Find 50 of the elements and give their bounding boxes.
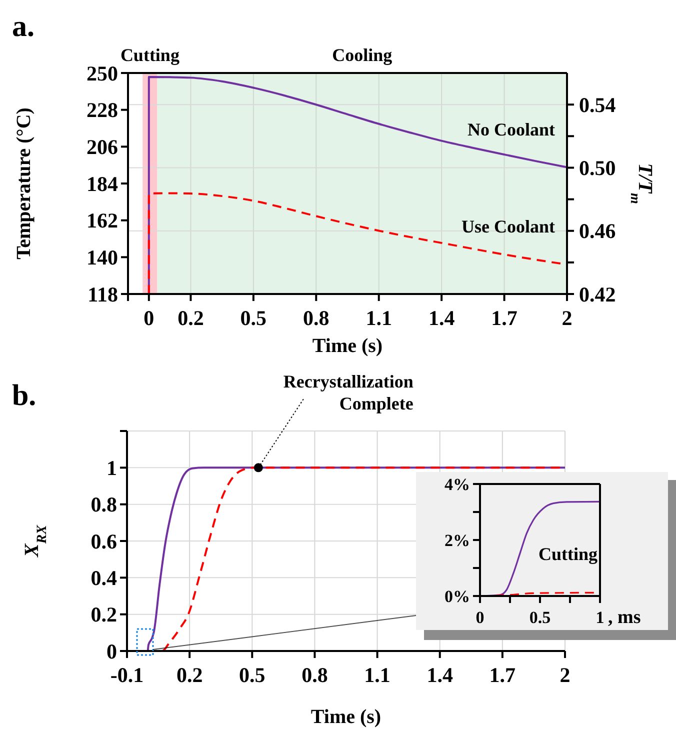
y-tick-label: 0% — [444, 586, 470, 606]
y-tick-label: 228 — [86, 98, 118, 122]
band-label: Cooling — [332, 45, 392, 65]
y-tick-label: 1 — [106, 456, 117, 480]
y-tick-label: 4% — [444, 474, 470, 494]
y-tick-label: 0.6 — [90, 529, 117, 554]
x-tick-label: 0.2 — [176, 663, 203, 687]
x-tick-label: 0.5 — [240, 306, 267, 330]
x-tick-label: 0.5 — [529, 608, 551, 627]
y2-tick-label: 0.46 — [579, 219, 616, 244]
series-label: Use Coolant — [462, 216, 556, 237]
x-tick-label: 1.7 — [489, 663, 516, 687]
chart-title: b. — [12, 379, 36, 412]
y-tick-label: 2% — [444, 530, 470, 550]
chart-title: a. — [12, 10, 34, 43]
y-tick-label: 118 — [88, 282, 118, 306]
y-tick-label: 206 — [86, 135, 118, 160]
x-tick-label: 1.7 — [491, 306, 518, 330]
band-label: Cutting — [120, 45, 180, 65]
series-label: No Coolant — [467, 119, 555, 140]
y2-tick-label: 0.50 — [579, 156, 616, 180]
x-axis-title: Time (s) — [310, 706, 382, 728]
x-tick-label: 0.8 — [303, 306, 330, 330]
y-tick-label: 0 — [106, 639, 117, 664]
annotation: Recrystallization Complete — [283, 372, 414, 414]
x-tick-label: 0 — [476, 608, 484, 627]
x-tick-label: -0.1 — [110, 663, 144, 687]
y-tick-label: 140 — [86, 246, 118, 270]
x-axis-title: , ms — [608, 607, 641, 628]
y-tick-label: 184 — [86, 172, 118, 196]
x-tick-label: 0.2 — [178, 306, 204, 330]
y2-tick-label: 0.54 — [579, 92, 616, 117]
x-tick-label: 0 — [144, 306, 154, 330]
x-tick-label: 2 — [562, 306, 572, 330]
annotation: Cutting — [538, 544, 598, 564]
y2-tick-label: 0.42 — [579, 282, 616, 306]
x-tick-label: 2 — [560, 663, 570, 687]
x-tick-label: 0.5 — [239, 663, 266, 687]
y-axis-title: Temperature (°C) — [13, 108, 35, 260]
x-tick-label: 0.8 — [302, 663, 328, 687]
x-tick-label: 1 — [596, 608, 604, 627]
y-tick-label: 250 — [86, 61, 118, 86]
x-tick-label: 1.1 — [364, 663, 390, 687]
x-tick-label: 1.4 — [428, 306, 456, 330]
y-tick-label: 162 — [86, 208, 118, 233]
x-axis-title: Time (s) — [312, 335, 383, 357]
y-tick-label: 0.8 — [90, 492, 117, 517]
x-tick-label: 1.4 — [426, 663, 454, 687]
y-tick-label: 0.4 — [90, 566, 118, 590]
x-tick-label: 1.1 — [366, 306, 392, 330]
